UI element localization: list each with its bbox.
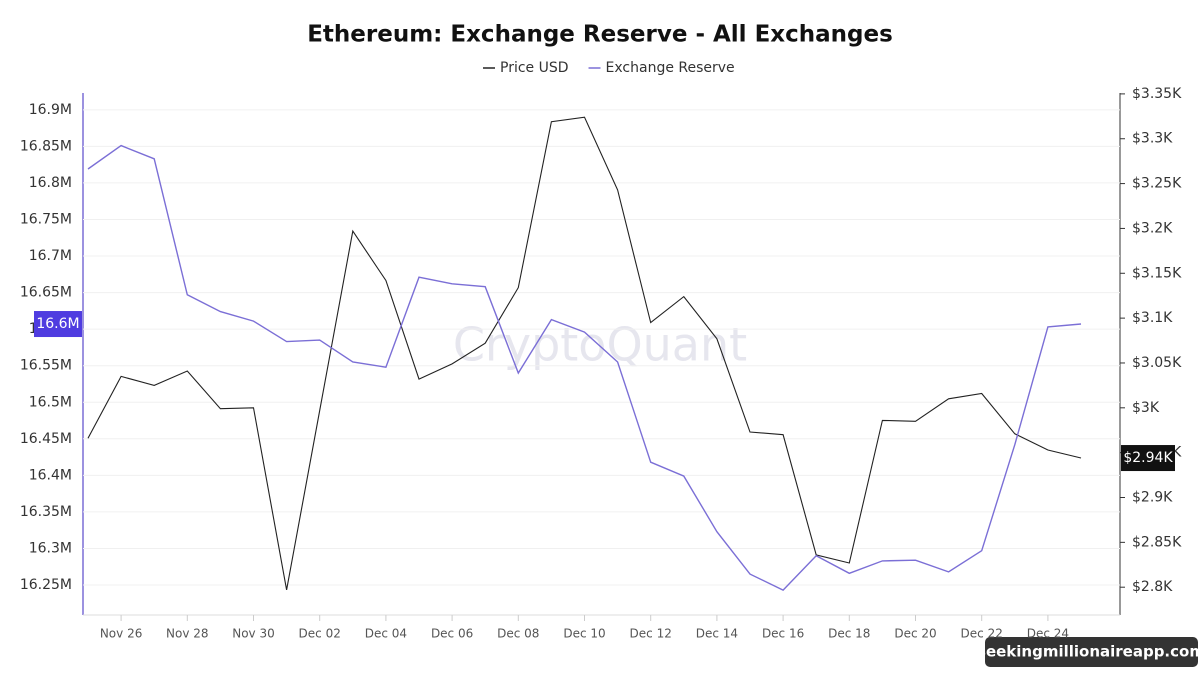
x-tick-label: Nov 30: [232, 627, 275, 641]
y-tick-label: 16.3M: [29, 540, 72, 556]
last-value-label: $2.94K: [1123, 450, 1173, 466]
x-tick-label: Nov 26: [100, 627, 143, 641]
series-line: [87, 116, 1082, 590]
y-tick-label: 16.65M: [20, 285, 72, 301]
x-tick-label: Dec 14: [696, 627, 738, 641]
x-tick-label: Dec 06: [431, 627, 473, 641]
y-tick-label: 16.75M: [20, 211, 72, 227]
x-tick-label: Dec 08: [497, 627, 539, 641]
y2-tick-label: $2.8K: [1132, 579, 1173, 595]
x-tick-label: Dec 02: [299, 627, 341, 641]
x-tick-label: Dec 22: [961, 627, 1003, 641]
y2-tick-label: $2.85K: [1132, 534, 1182, 550]
last-value-label: 16.6M: [36, 316, 79, 332]
y-tick-label: 16.9M: [29, 102, 72, 118]
y-tick-label: 16.55M: [20, 358, 72, 374]
footer: seekingmillionaireapp.com: [977, 643, 1200, 661]
x-tick-label: Dec 24: [1027, 627, 1069, 641]
y2-tick-label: $2.9K: [1132, 490, 1173, 506]
legend-label: Exchange Reserve: [606, 60, 735, 76]
last-value-badge: [1121, 445, 1175, 472]
x-tick-label: Dec 04: [365, 627, 407, 641]
watermark: CryptoQuant: [453, 318, 747, 372]
x-tick-label: Dec 16: [762, 627, 804, 641]
y-tick-label: 16.5M: [29, 394, 72, 410]
y2-tick-label: $3K: [1132, 400, 1160, 416]
y-tick-label: 16.8M: [29, 175, 72, 191]
y-tick-label: 16.35M: [20, 504, 72, 520]
y2-tick-label: $3.1K: [1132, 310, 1173, 326]
y2-tick-label: $3.2K: [1132, 220, 1173, 236]
x-tick-label: Dec 20: [894, 627, 936, 641]
y-tick-label: 16.85M: [20, 138, 72, 154]
y-tick-label: 16.25M: [20, 577, 72, 593]
y2-tick-label: $3.3K: [1132, 131, 1173, 147]
series-line: [87, 144, 1082, 591]
x-tick-label: Dec 18: [828, 627, 870, 641]
legend-label: Price USD: [500, 60, 569, 76]
footer-badge: [985, 637, 1198, 667]
y-tick-label: 16.45M: [20, 431, 72, 447]
y-tick-label: 16.7M: [29, 248, 72, 264]
chart-title: Ethereum: Exchange Reserve - All Exchang…: [307, 22, 893, 48]
y2-tick-label: $3.15K: [1132, 265, 1182, 281]
last-value-badge: [34, 311, 82, 338]
y2-tick-label: $3.35K: [1132, 86, 1182, 102]
x-tick-label: Dec 12: [630, 627, 672, 641]
x-tick-label: Dec 10: [563, 627, 605, 641]
y2-tick-label: $3.05K: [1132, 355, 1182, 371]
x-tick-label: Nov 28: [166, 627, 209, 641]
y2-tick-label: $3.25K: [1132, 176, 1182, 192]
y-tick-label: 16.4M: [29, 467, 72, 483]
